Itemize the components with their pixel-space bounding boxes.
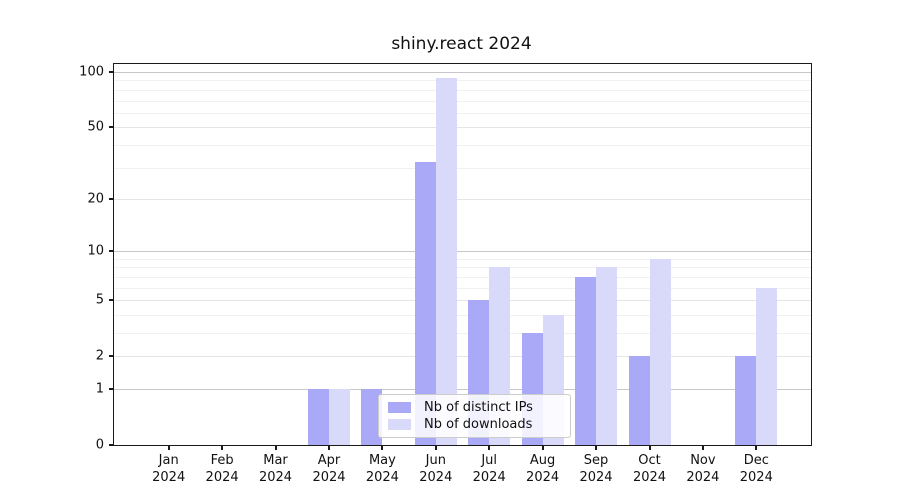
x-tick-mark — [167, 445, 170, 450]
x-tick-mark — [381, 445, 384, 450]
x-tick-mark — [274, 445, 277, 450]
y-tick-mark — [109, 126, 114, 129]
x-tick-label: Jul 2024 — [472, 453, 506, 485]
x-tick-label: Nov 2024 — [686, 453, 720, 485]
legend-swatch-distinct-ips — [388, 402, 411, 413]
y-tick-label: 2 — [95, 348, 104, 364]
bar-downloads-sep — [596, 267, 617, 445]
gridline-major — [114, 300, 811, 302]
legend-label-downloads: Nb of downloads — [424, 417, 533, 432]
x-tick-mark — [595, 445, 597, 450]
gridline-minor — [114, 276, 811, 278]
x-tick-label: Aug 2024 — [526, 453, 560, 485]
bar-distinct-ips-apr — [308, 389, 329, 445]
x-tick-mark — [434, 445, 437, 450]
gridline-minor — [114, 314, 811, 316]
x-tick-mark — [221, 445, 224, 450]
gridline-minor — [114, 100, 811, 102]
x-tick-mark — [488, 445, 491, 450]
legend-label-distinct-ips: Nb of distinct IPs — [424, 400, 533, 415]
y-tick-mark — [109, 388, 114, 390]
x-tick-label: Dec 2024 — [739, 453, 773, 485]
bar-downloads-oct — [649, 258, 671, 445]
y-tick-mark — [109, 197, 114, 200]
y-tick-label: 10 — [87, 243, 104, 259]
x-tick-mark — [328, 445, 330, 450]
x-tick-mark — [755, 445, 758, 450]
legend: Nb of distinct IPs Nb of downloads — [378, 394, 571, 438]
gridline-major — [114, 72, 811, 73]
y-tick-mark — [109, 299, 114, 302]
chart-title: shiny.react 2024 — [391, 34, 532, 54]
bar-downloads-apr — [329, 389, 350, 445]
x-tick-label: Jun 2024 — [419, 453, 453, 485]
legend-swatch-downloads — [388, 419, 411, 430]
x-tick-label: Feb 2024 — [205, 453, 239, 485]
legend-row-distinct-ips: Nb of distinct IPs — [388, 400, 561, 415]
gridline-major — [114, 356, 811, 358]
x-tick-label: Oct 2024 — [632, 453, 667, 485]
gridline-minor — [114, 167, 811, 169]
y-tick-label: 20 — [87, 191, 104, 207]
x-tick-mark — [648, 445, 651, 450]
x-tick-label: Mar 2024 — [258, 453, 293, 485]
gridline-minor — [114, 258, 811, 260]
gridline-minor — [114, 144, 811, 146]
y-tick-mark — [109, 71, 114, 73]
x-tick-label: Apr 2024 — [312, 453, 346, 485]
gridline-minor — [114, 112, 811, 114]
bar-distinct-ips-oct — [628, 356, 650, 445]
y-tick-mark — [109, 250, 114, 253]
y-tick-label: 0 — [95, 437, 104, 453]
legend-row-downloads: Nb of downloads — [388, 417, 561, 432]
bar-distinct-ips-may — [361, 389, 383, 445]
gridline-minor — [114, 89, 811, 91]
y-tick-label: 50 — [87, 119, 104, 135]
bar-distinct-ips-dec — [735, 356, 757, 445]
y-tick-label: 5 — [95, 292, 104, 308]
x-tick-mark — [541, 445, 544, 450]
bar-downloads-jun — [435, 77, 457, 445]
y-tick-mark — [109, 355, 114, 358]
gridline-major — [114, 198, 811, 200]
bar-distinct-ips-jun — [414, 162, 436, 445]
gridline-minor — [114, 333, 811, 334]
plot-area: 0 1 2 5 10 20 50 100 Jan 2024 Feb 2024 Mar 2024 Apr 202… — [79, 63, 812, 485]
x-tick-label: May 2024 — [365, 453, 399, 485]
gridline-minor — [114, 267, 811, 269]
x-tick-label: Sep 2024 — [579, 453, 613, 485]
gridline-major — [114, 251, 811, 253]
bar-downloads-dec — [756, 287, 778, 445]
gridline-minor — [114, 287, 811, 289]
x-tick-label: Jan 2024 — [152, 453, 186, 485]
y-tick-label: 1 — [95, 381, 104, 397]
x-tick-mark — [701, 445, 704, 450]
bar-distinct-ips-sep — [575, 276, 596, 445]
gridline-major — [114, 127, 811, 129]
y-tick-label: 100 — [79, 64, 104, 80]
gridline-minor — [114, 80, 811, 82]
y-tick-mark — [109, 444, 114, 446]
gridline-major — [114, 389, 811, 390]
